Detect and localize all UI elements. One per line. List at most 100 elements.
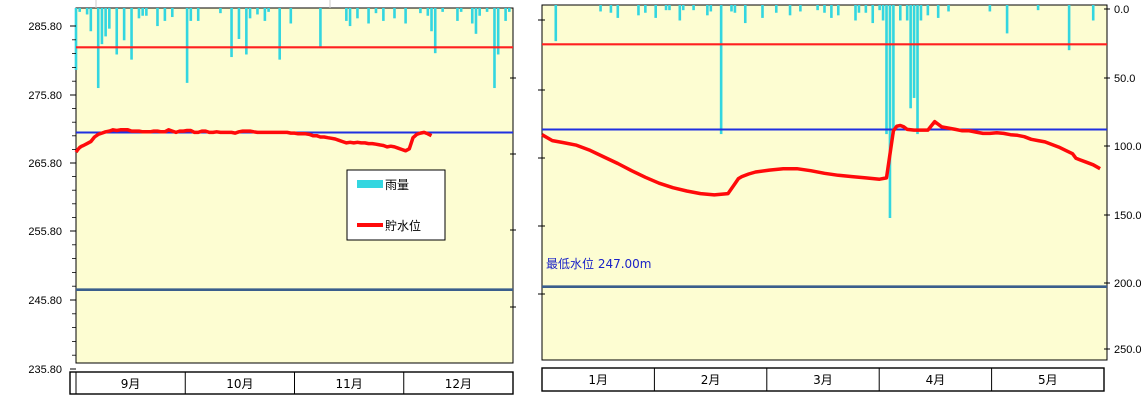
rain-bar [156,8,159,27]
rain-bar [248,8,252,19]
right-tick-label: 50.0 [1114,73,1135,85]
rain-bar [788,5,792,16]
rain-bar [857,5,861,13]
month-label: 9月 [121,377,141,391]
rain-bar [230,8,233,58]
rain-bar [237,8,241,39]
right-tick-label: 100.0 [1114,141,1142,153]
left-tick-label: 275.80 [28,90,62,102]
rain-bar [85,8,89,15]
rain-bar [430,8,433,32]
rain-bar [374,8,378,14]
left-tick-label: 235.80 [28,364,62,376]
rain-bar [459,8,463,12]
rain-bar [892,5,895,135]
rain-bar [345,8,348,21]
rain-bar [654,5,657,18]
month-band-frame [541,367,1105,392]
left-tick-label: 255.80 [28,226,62,238]
rain-bar [115,8,119,55]
rain-bar [426,8,430,16]
right-tick-label: 150.0 [1114,210,1142,222]
rain-bar [1036,5,1040,11]
right-rain-bars [554,5,1095,218]
rain-bar [245,8,248,55]
rain-bar [108,8,111,29]
rain-bar [196,8,200,21]
right-month-band: 1月 2月 3月 4月 5月 [541,367,1105,392]
rain-bar [885,5,888,135]
rain-bar [263,8,267,21]
rain-bar [478,8,481,16]
left-tick-label: 265.80 [28,158,62,170]
rain-bar [485,8,489,12]
rain-bar [256,8,259,15]
rain-bar [78,8,82,12]
right-panel: 0.0 50.0 100.0 150.0 200.0 250.0 1月 2月 3月 4月 5月 最… [538,4,1142,392]
rain-bar [74,8,78,70]
rain-bar [816,5,819,11]
rain-bar [864,5,868,13]
rain-bar [733,5,737,13]
min-level-annotation: 最低水位 247.00m [546,256,652,271]
rain-bar [599,5,602,12]
month-label: 4月 [926,373,946,387]
rain-bar [909,5,912,109]
month-band-frame [69,371,514,395]
month-label: 1月 [588,373,608,387]
rain-bar [926,5,930,16]
rain-bar [706,5,709,16]
rain-bar [170,8,174,18]
rain-bar [163,8,167,21]
right-axis: 0.0 50.0 100.0 150.0 200.0 250.0 [538,4,1142,356]
right-tick-label: 250.0 [1114,344,1142,356]
rain-bar [141,8,144,16]
rain-bar [709,5,713,12]
rain-bar [404,8,407,24]
left-tick-label: 245.80 [28,295,62,307]
right-tick-label: 0.0 [1114,4,1129,16]
rain-bar [681,5,685,11]
rain-bar [609,5,613,13]
rain-bar [947,5,950,12]
right-reference-lines [542,43,1107,288]
rain-bar [100,8,104,45]
rain-bar [267,8,270,12]
rain-bar [189,8,193,21]
right-level-line [541,119,1101,197]
right-tick-label: 200.0 [1114,278,1142,290]
rain-bar [1091,5,1095,21]
month-label: 3月 [813,373,833,387]
left-plot-area [75,7,514,364]
rain-bar [668,5,671,11]
left-month-band: 9月 10月 11月 12月 [69,371,514,395]
rain-bar [664,5,668,11]
rain-bar [919,5,923,21]
rain-bar [122,8,126,41]
rain-bar [474,8,478,34]
rain-bar [456,8,459,21]
rain-bar [644,5,647,13]
rain-bar [830,5,833,18]
rain-bar [137,8,141,19]
month-label: 12月 [445,377,472,391]
rain-bar [905,5,909,21]
left-level-line [74,128,433,154]
rain-bar [1067,5,1071,51]
legend-rain-swatch [357,180,383,188]
rain-bar [441,8,444,12]
rain-bar [319,8,322,49]
left-axis: 285.80 275.80 265.80 255.80 245.80 235.80 [28,21,516,376]
legend: 雨量 貯水位 [346,169,446,241]
rain-bar [433,8,437,54]
rain-bar [382,8,385,21]
rain-bar [616,5,620,18]
rain-bar [912,5,916,98]
rain-bar [89,8,93,32]
rain-bar [916,5,919,135]
rain-bar [743,5,747,24]
rain-bar [761,5,764,18]
rain-bar [678,5,682,21]
rain-bar [692,5,695,11]
rain-bar [554,5,558,42]
